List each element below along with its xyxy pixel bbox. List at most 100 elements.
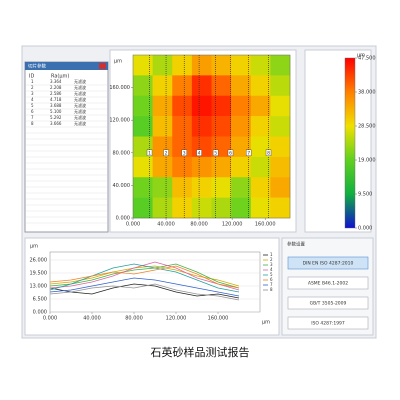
heat-cell	[172, 116, 193, 137]
heat-cell	[172, 156, 193, 178]
heat-cell	[211, 55, 232, 76]
heat-cell	[270, 177, 291, 198]
slice-marker[interactable]	[245, 149, 252, 157]
slice-marker[interactable]	[196, 149, 202, 157]
heat-cell	[133, 95, 153, 117]
cell: 4.718	[50, 97, 62, 102]
x-tick-label: 120.000	[222, 222, 243, 228]
heat-cell	[152, 95, 173, 117]
button-label: ASME B46.1-2002	[308, 281, 348, 287]
heat-cell	[231, 55, 252, 76]
x-tick-label: 40.000	[157, 222, 175, 228]
slice-label: 5	[214, 150, 217, 156]
y-tick-label: 80.000	[113, 150, 131, 156]
heat-cell	[191, 95, 212, 117]
y-tick-label: 6.500	[33, 297, 47, 303]
button-label: DIN EN ISO 4287:2010	[303, 261, 354, 267]
legend-label: 6	[270, 277, 273, 282]
heat-cell	[152, 177, 173, 198]
heat-cell	[250, 55, 271, 76]
y-tick-label: 19.500	[30, 271, 48, 277]
legend-label: 8	[270, 287, 273, 292]
heat-cell	[211, 197, 232, 219]
cell: 7	[31, 115, 34, 120]
slice-label: 1	[148, 150, 151, 156]
colorbar-unit: μm	[357, 53, 365, 59]
legend-label: 5	[270, 272, 273, 277]
slice-marker[interactable]	[212, 149, 219, 157]
heat-cell	[191, 177, 212, 198]
heat-cell	[172, 136, 193, 158]
heat-cell	[231, 156, 252, 178]
y-tick-label: 40.000	[113, 183, 131, 189]
cell: 无滤波	[74, 120, 86, 126]
colorbar-tick-label: 38.000	[358, 90, 376, 96]
x-tick-label: 0.000	[126, 222, 140, 228]
x-tick-label: 0.000	[43, 316, 57, 322]
profile-line	[49, 283, 240, 301]
heat-cell	[211, 75, 232, 97]
heat-cell	[133, 156, 153, 178]
heat-cell	[172, 75, 193, 97]
standard-button[interactable]	[287, 256, 369, 270]
slice-label: 7	[247, 150, 250, 156]
colorbar	[344, 57, 356, 229]
x-tick-label: 160.000	[208, 316, 229, 322]
heat-cell	[211, 156, 232, 178]
cell: 3.688	[50, 103, 62, 108]
profile-line	[49, 261, 240, 291]
slice-marker[interactable]	[146, 149, 153, 157]
x-tick-label: 40.000	[83, 316, 101, 322]
x-tick-label: 120.000	[166, 316, 187, 322]
slice-label: 6	[229, 150, 232, 156]
heat-cell	[231, 75, 252, 97]
slice-marker[interactable]	[227, 149, 234, 157]
cell: 无滤波	[74, 84, 86, 90]
heat-cell	[172, 95, 193, 117]
heat-cell	[250, 75, 271, 97]
heat-cell	[152, 55, 173, 76]
heat-cell	[191, 136, 212, 158]
standard-button[interactable]	[287, 316, 369, 330]
slice-label: 4	[198, 150, 201, 156]
standard-button[interactable]	[287, 276, 369, 290]
colorbar-panel	[304, 49, 372, 233]
column-header: Ra(μm)	[51, 74, 69, 80]
slice-marker[interactable]	[163, 149, 169, 157]
slice-marker[interactable]	[265, 149, 272, 157]
x-tick-label: 80.000	[190, 222, 208, 228]
heat-cell	[211, 116, 232, 137]
legend-label: 3	[270, 262, 273, 267]
column-header: ID	[29, 74, 34, 80]
heat-cell	[231, 197, 252, 219]
heat-cell	[191, 197, 212, 219]
heat-cell	[250, 95, 271, 117]
heat-cell	[250, 197, 271, 219]
heatmap-frame	[132, 54, 291, 219]
cell: 3.364	[50, 79, 62, 84]
heat-cell	[133, 116, 153, 137]
slice-marker[interactable]	[181, 149, 187, 157]
y-tick-label: 26.000	[30, 258, 48, 264]
unit-label: μm	[30, 244, 38, 250]
standard-button[interactable]	[287, 296, 369, 310]
caption: 石英砂样品测试报告	[151, 345, 250, 359]
heat-cell	[270, 116, 291, 137]
cell: 5.292	[50, 115, 62, 120]
heat-cell	[211, 95, 232, 117]
colorbar-tick-label: 9.500	[358, 192, 372, 198]
table-titlebar	[25, 62, 108, 70]
heat-cell	[152, 75, 173, 97]
heat-cell	[133, 75, 153, 97]
heat-cell	[250, 136, 271, 158]
x-tick-label: 160.000	[255, 222, 276, 228]
heat-cell	[172, 197, 193, 219]
close-button[interactable]	[99, 63, 106, 69]
cell: 4	[31, 97, 34, 102]
table-title: 切片参数	[28, 63, 46, 70]
heat-cell	[231, 177, 252, 198]
legend-label: 7	[270, 282, 273, 287]
heat-cell	[133, 197, 153, 219]
heat-cell	[270, 197, 291, 219]
